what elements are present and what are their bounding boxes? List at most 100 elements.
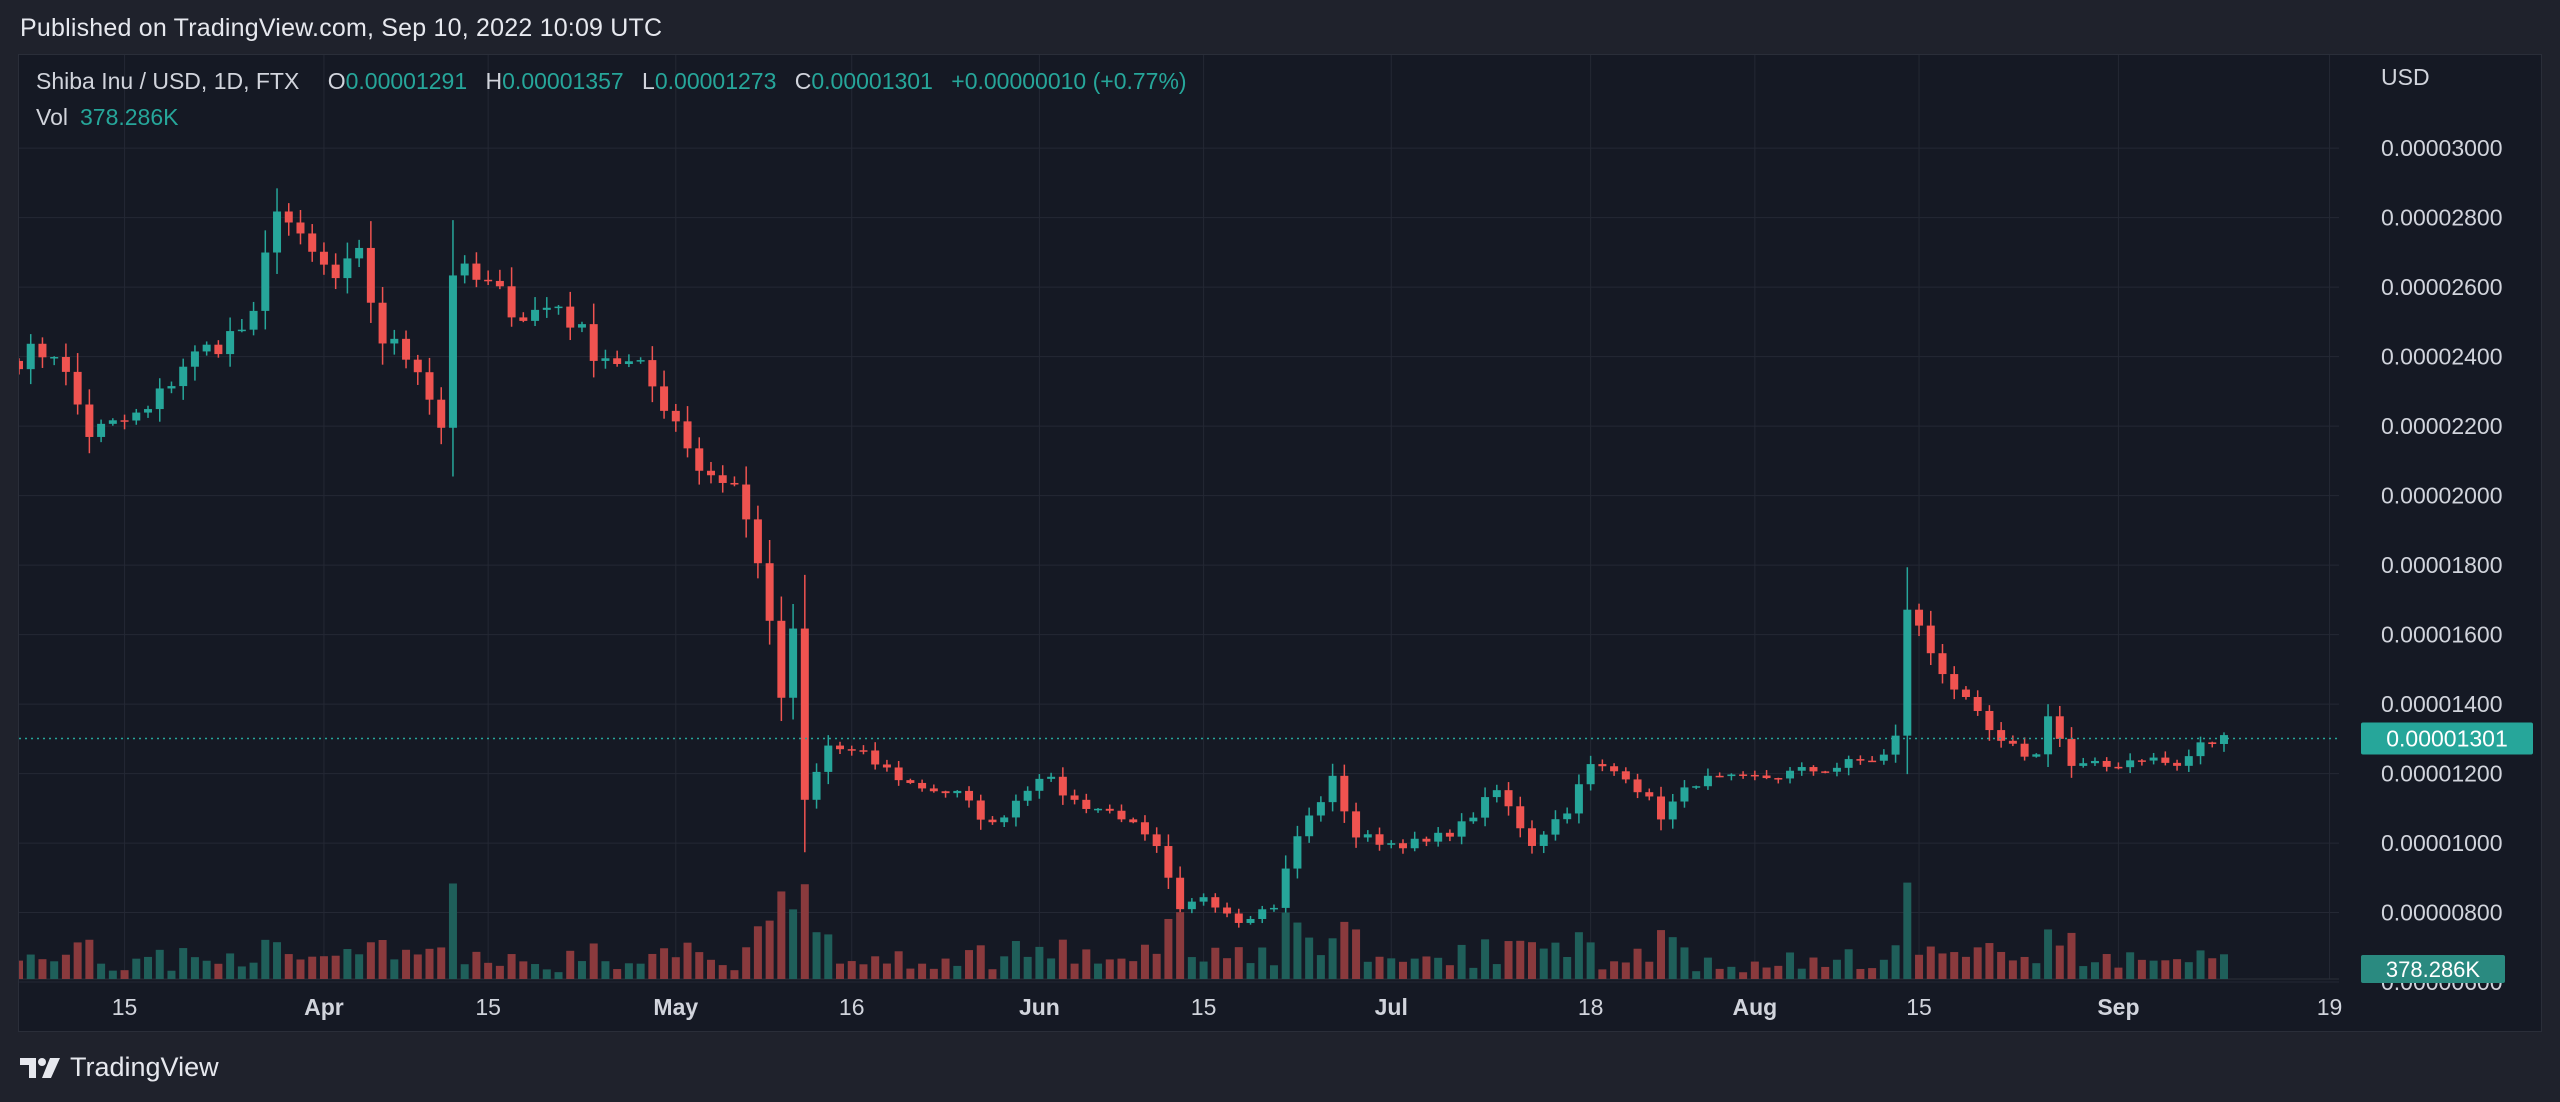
candle-body xyxy=(671,410,680,422)
candle-body xyxy=(1809,767,1818,772)
candle-body xyxy=(249,310,258,330)
volume-bar xyxy=(706,959,715,979)
volume-bar xyxy=(1961,956,1970,979)
volume-bar xyxy=(2102,954,2111,979)
candle-body xyxy=(2055,716,2064,739)
currency-label: USD xyxy=(2381,64,2430,90)
candle-body xyxy=(965,790,974,801)
volume-bar xyxy=(1469,967,1478,979)
volume-bar xyxy=(1797,968,1806,979)
volume-bar xyxy=(660,948,669,979)
candlestick-chart[interactable]: 0.000006000.000008000.000010000.00001200… xyxy=(19,55,2543,1033)
candle-body xyxy=(1527,828,1536,846)
volume-bar xyxy=(1164,918,1173,979)
candle-body xyxy=(882,764,891,768)
volume-bar xyxy=(531,964,540,979)
volume-bar xyxy=(61,954,70,979)
candle-body xyxy=(753,519,762,564)
candle-body xyxy=(624,361,633,364)
volume-bar xyxy=(1668,937,1677,979)
volume-bar xyxy=(1445,965,1454,979)
volume-legend: Vol 378.286K xyxy=(36,104,178,131)
volume-bar xyxy=(1223,958,1232,979)
volume-bar xyxy=(1680,947,1689,979)
volume-bar xyxy=(73,942,82,979)
tradingview-logo[interactable]: TradingView xyxy=(20,1052,219,1083)
volume-bar xyxy=(1234,947,1243,979)
last-volume-tag xyxy=(2361,955,2505,983)
candle-body xyxy=(648,360,657,387)
x-tick-label: 16 xyxy=(839,994,865,1020)
volume-bar xyxy=(1598,969,1607,979)
candle-body xyxy=(2184,756,2193,766)
last-price-label: 0.00001301 xyxy=(2386,725,2508,751)
volume-bar xyxy=(1293,922,1302,979)
candle-body xyxy=(1868,760,1877,763)
volume-bar xyxy=(1422,956,1431,979)
volume-bar xyxy=(1692,971,1701,979)
volume-bar xyxy=(730,970,739,979)
volume-bar xyxy=(671,957,680,979)
candle-body xyxy=(1082,799,1091,809)
volume-bar xyxy=(648,953,657,979)
volume-bar xyxy=(2032,963,2041,979)
candle-body xyxy=(19,360,23,370)
y-tick-label: 0.00001600 xyxy=(2381,622,2503,648)
volume-bar xyxy=(1774,965,1783,979)
chart-frame[interactable]: 0.000006000.000008000.000010000.00001200… xyxy=(18,54,2542,1032)
volume-bar xyxy=(226,953,235,979)
volume-label[interactable]: Vol xyxy=(36,104,68,130)
candle-body xyxy=(2149,757,2158,761)
volume-bar xyxy=(812,932,821,979)
candle-body xyxy=(1223,907,1232,914)
volume-bar xyxy=(190,957,199,979)
candle-body xyxy=(953,790,962,794)
candle-body xyxy=(683,421,692,449)
volume-bar xyxy=(1715,968,1724,979)
candle-body xyxy=(1657,796,1666,820)
volume-bar xyxy=(1328,938,1337,979)
y-tick-label: 0.00002400 xyxy=(2381,344,2503,370)
volume-bar xyxy=(1070,963,1079,979)
candle-body xyxy=(871,750,880,765)
x-tick-label: 15 xyxy=(475,994,501,1020)
volume-bar xyxy=(1926,946,1935,979)
candle-body xyxy=(1797,767,1806,771)
candle-body xyxy=(120,420,129,422)
candle-body xyxy=(61,356,70,372)
volume-bar xyxy=(1985,943,1994,979)
candle-body xyxy=(660,386,669,411)
candle-body xyxy=(1621,771,1630,780)
volume-bar xyxy=(871,956,880,979)
volume-bar xyxy=(988,969,997,979)
candle-body xyxy=(425,372,434,400)
volume-bar xyxy=(918,963,927,979)
volume-bar xyxy=(1269,965,1278,979)
volume-bar xyxy=(1258,947,1267,979)
volume-bar xyxy=(1363,961,1372,979)
candle-body xyxy=(1340,775,1349,812)
volume-bar xyxy=(1375,956,1384,979)
volume-bar xyxy=(1211,947,1220,979)
candle-body xyxy=(1891,735,1900,755)
candle-body xyxy=(85,404,94,437)
volume-bar xyxy=(1305,937,1314,979)
volume-bar xyxy=(1117,958,1126,979)
candle-body xyxy=(1316,802,1325,816)
volume-bar xyxy=(331,955,340,979)
volume-bar xyxy=(1140,944,1149,979)
candle-body xyxy=(695,448,704,471)
candle-body xyxy=(437,399,446,428)
candle-body xyxy=(1129,819,1138,823)
candle-body xyxy=(284,211,293,223)
volume-bar xyxy=(542,969,551,979)
volume-bar xyxy=(2137,959,2146,979)
volume-bar xyxy=(929,968,938,979)
candle-body xyxy=(2126,760,2135,768)
candle-body xyxy=(800,628,809,800)
symbol-label[interactable]: Shiba Inu / USD, 1D, FTX xyxy=(36,68,300,94)
volume-bar xyxy=(402,949,411,979)
volume-bar xyxy=(1786,952,1795,979)
volume-bar xyxy=(1058,939,1067,979)
candle-body xyxy=(460,263,469,276)
